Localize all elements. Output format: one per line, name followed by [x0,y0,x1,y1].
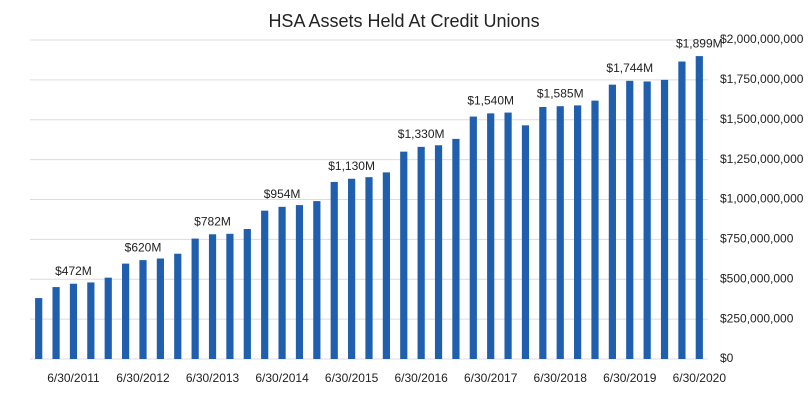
x-tick-label: 6/30/2013 [186,371,240,385]
bar [69,283,78,359]
y-tick-label: $1,750,000,000 [720,72,804,86]
bar [365,177,373,359]
y-tick-label: $2,000,000,000 [720,32,804,46]
x-tick-label: 6/30/2020 [673,371,727,385]
bar [139,260,147,359]
data-label: $1,585M [537,86,584,100]
bar [574,105,582,360]
bar [174,253,182,359]
bar [278,206,286,359]
x-tick-label: 6/30/2018 [534,371,588,385]
bar [122,263,130,359]
chart-title: HSA Assets Held At Credit Unions [268,11,539,31]
bar [243,229,251,359]
bar [469,116,477,359]
bar [156,258,164,359]
x-tick-label: 6/30/2017 [464,371,518,385]
bar [678,61,686,359]
bar [104,277,112,359]
bar [417,146,425,359]
bar [434,145,443,359]
bar [539,106,547,360]
bar [208,234,217,359]
bar [591,100,599,360]
y-tick-label: $750,000,000 [720,232,794,246]
y-tick-label: $500,000,000 [720,271,794,285]
bar [52,287,60,359]
x-tick-label: 6/30/2016 [394,371,448,385]
bar [330,181,338,359]
bar [608,84,616,359]
x-tick-label: 6/30/2012 [116,371,170,385]
bar [504,112,512,359]
bar [87,282,95,359]
bar [660,79,669,359]
data-label: $782M [194,214,231,228]
bar [35,298,43,359]
bar [695,56,703,360]
bar [452,138,460,359]
bar [382,172,390,359]
bar [556,106,564,359]
bar [191,238,199,359]
bar [226,233,234,359]
data-label: $1,899M [676,36,723,50]
bar [348,178,356,359]
bar [313,201,321,359]
data-label: $472M [55,264,92,278]
y-tick-label: $1,500,000,000 [720,112,804,126]
x-tick-label: 6/30/2014 [255,371,309,385]
y-tick-label: $1,000,000,000 [720,192,804,206]
bar [487,113,495,360]
bar [400,151,408,359]
data-label: $954M [264,187,301,201]
bar [626,80,634,359]
x-tick-label: 6/30/2011 [47,371,100,385]
bar [261,210,269,359]
y-tick-label: $250,000,000 [720,311,794,325]
x-tick-label: 6/30/2019 [603,371,657,385]
bar [521,125,530,360]
data-label: $1,744M [606,61,653,75]
data-label: $620M [125,240,162,254]
bar [643,81,651,359]
data-label: $1,330M [398,127,445,141]
data-label: $1,540M [467,94,514,108]
y-tick-label: $0 [720,351,734,365]
y-tick-label: $1,250,000,000 [720,152,804,166]
x-tick-label: 6/30/2015 [325,371,379,385]
bar [295,205,304,359]
data-label: $1,130M [328,159,375,173]
